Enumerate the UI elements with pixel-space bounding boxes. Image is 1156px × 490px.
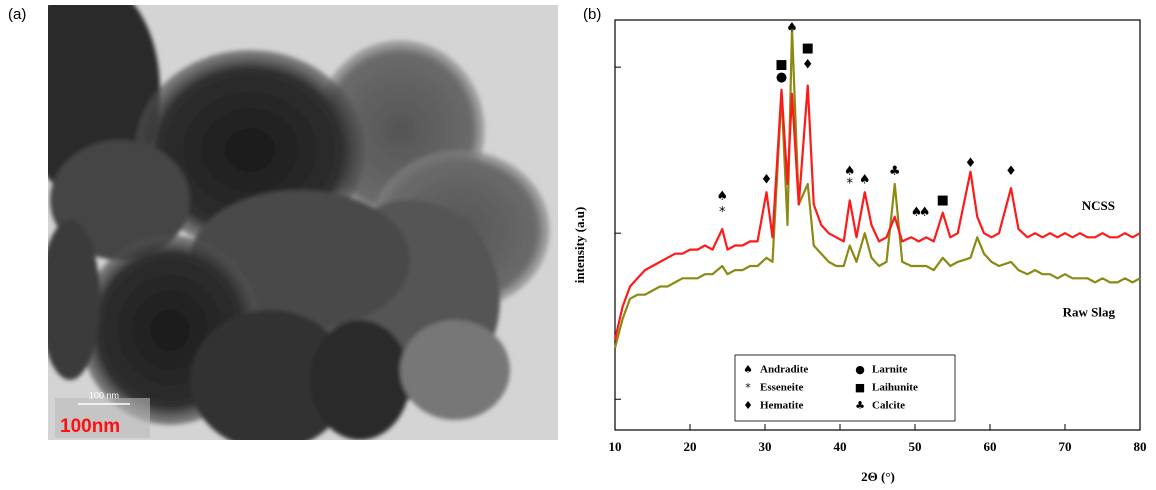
x-tick-label: 10 xyxy=(609,439,622,454)
peak-marker: ♠ xyxy=(786,21,798,36)
tem-image xyxy=(48,5,558,440)
peak-marker: ■ xyxy=(775,58,787,73)
peak-marker: ♣ xyxy=(889,164,901,179)
x-tick-label: 50 xyxy=(909,439,922,454)
legend-label: Hematite xyxy=(760,400,803,412)
x-tick-label: 80 xyxy=(1134,439,1147,454)
panel-label: (b) xyxy=(583,6,601,23)
peak-marker: ♦ xyxy=(965,156,977,171)
legend-symbol: * xyxy=(745,381,751,394)
peak-marker: ♠ xyxy=(844,164,856,179)
x-axis-label: 2Θ (°) xyxy=(861,469,895,484)
legend-symbol: ● xyxy=(855,363,865,376)
panel-label: (a) xyxy=(8,6,26,23)
x-tick-label: 70 xyxy=(1059,439,1072,454)
peak-marker: ■ xyxy=(937,193,949,208)
plot-frame xyxy=(614,19,1141,431)
scale-bar-label: 100nm xyxy=(60,416,120,437)
peak-marker: ♠ xyxy=(859,172,871,187)
legend-symbol: ■ xyxy=(855,381,865,394)
x-tick-label: 20 xyxy=(684,439,697,454)
legend-label: Calcite xyxy=(872,400,905,412)
x-tick-label: 40 xyxy=(834,439,847,454)
x-tick-label: 60 xyxy=(984,439,997,454)
legend-label: Esseneite xyxy=(760,382,804,394)
peak-marker: ● xyxy=(776,70,787,85)
peak-marker: ♦ xyxy=(802,58,814,73)
peak-marker: ♦ xyxy=(1005,164,1017,179)
scale-bar-text: 100 nm xyxy=(89,390,119,400)
peak-marker: ♠ xyxy=(919,205,931,220)
legend-symbol: ♣ xyxy=(855,399,865,412)
series-line xyxy=(613,27,1141,349)
peak-marker: * xyxy=(847,177,854,192)
legend-symbol: ♦ xyxy=(743,399,753,412)
series-label: NCSS xyxy=(1082,198,1115,213)
peak-marker: * xyxy=(719,205,726,220)
peak-marker: ♦ xyxy=(761,172,773,187)
series-line xyxy=(613,84,1141,341)
phase-legend-box xyxy=(734,354,956,422)
peak-marker: ♠ xyxy=(911,205,923,220)
peak-marker: ■ xyxy=(802,41,814,56)
series-label: Raw Slag xyxy=(1063,304,1116,319)
legend-label: Laihunite xyxy=(872,382,918,394)
y-axis-label: intensity (a.u) xyxy=(572,207,587,284)
legend-label: Larnite xyxy=(872,364,908,376)
legend-label: Andradite xyxy=(760,364,808,376)
peak-marker: ♠ xyxy=(716,189,728,204)
legend-symbol: ♠ xyxy=(743,363,753,376)
x-tick-label: 30 xyxy=(759,439,772,454)
